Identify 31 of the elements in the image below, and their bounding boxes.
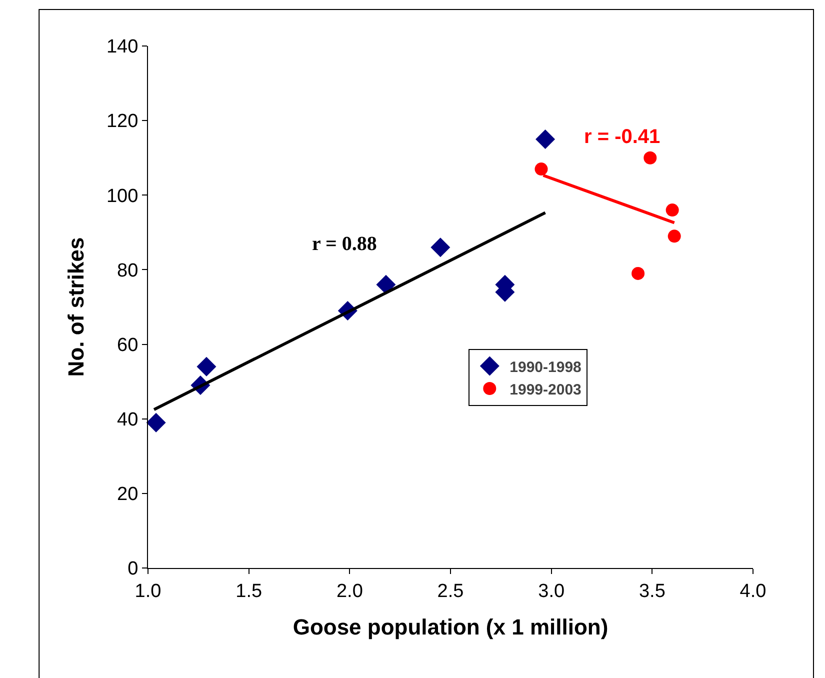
x-tick-label: 3.5 <box>638 580 666 602</box>
y-tick-label: 0 <box>128 558 138 580</box>
annotation: r = 0.88 <box>312 233 377 255</box>
y-tick-label: 60 <box>117 334 138 356</box>
legend-label: 1990-1998 <box>510 358 582 376</box>
x-tick-label: 1.5 <box>236 580 262 602</box>
point <box>196 356 216 376</box>
y-tick-label: 80 <box>117 260 138 282</box>
x-tick-label: 4.0 <box>740 580 766 602</box>
annotation: r = -0.41 <box>584 126 660 148</box>
point <box>644 151 657 164</box>
x-axis-title: Goose population (x 1 million) <box>292 614 608 640</box>
x-tick-label: 3.0 <box>538 580 565 602</box>
legend-label: 1999-2003 <box>510 381 582 398</box>
y-tick-label: 100 <box>106 186 138 207</box>
point <box>666 204 679 217</box>
point <box>146 412 166 432</box>
point <box>430 238 450 258</box>
x-tick-label: 2.5 <box>437 580 464 602</box>
y-tick-label: 20 <box>117 484 138 506</box>
point <box>376 274 396 294</box>
point <box>668 230 681 243</box>
y-tick-label: 40 <box>117 410 138 431</box>
x-tick-label: 1.0 <box>134 580 162 602</box>
x-tick-label: 2.0 <box>336 580 363 602</box>
point <box>536 129 556 149</box>
point <box>534 162 548 176</box>
point <box>632 266 645 280</box>
y-axis-title: No. of strikes <box>63 237 88 377</box>
y-tick-label: 120 <box>106 111 138 132</box>
y-tick-label: 140 <box>106 36 138 58</box>
